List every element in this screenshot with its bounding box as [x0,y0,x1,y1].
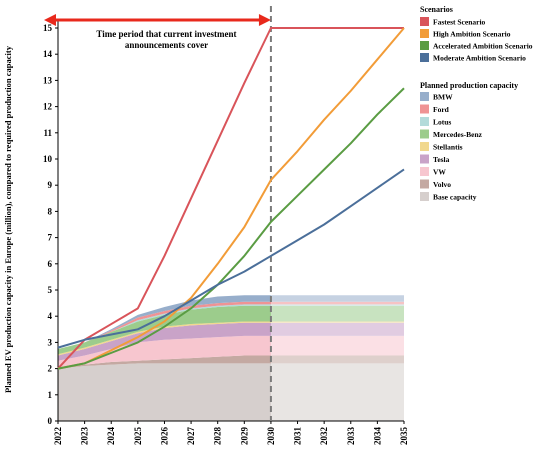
area-mercedes-benz [58,305,404,355]
x-tick-label: 2023 [80,427,90,446]
y-tick-label: 12 [43,102,53,112]
line-moderate-ambition-scenario [57,168,405,349]
y-tick-label: 15 [43,23,53,33]
x-tick-label: 2024 [106,427,116,446]
capacity-legend-swatch [420,154,429,164]
capacity-legend-label: VW [433,168,446,177]
x-tick-label: 2035 [399,427,409,446]
capacity-legend-label: Lotus [433,118,451,127]
annotation-text-line2: announcements cover [125,40,208,50]
x-tick-label: 2028 [213,427,223,446]
capacity-legend-label: Stellantis [433,143,463,152]
annotation-arrow-right-head [258,14,271,26]
capacity-legend-label: BMW [433,93,453,102]
y-tick-label: 11 [43,128,52,138]
scenario-legend-swatch [420,17,429,26]
x-tick-label: 2027 [186,427,196,446]
y-tick-label: 7 [48,233,53,243]
y-tick-label: 2 [48,364,53,374]
scenario-legend-title: Scenarios [420,5,453,14]
x-tick-label: 2022 [53,427,63,446]
x-tick-label: 2033 [346,427,356,446]
area-base-capacity [58,363,404,421]
line-fastest-scenario [57,27,404,370]
scenario-legend-swatch [420,53,429,62]
line-high-ambition-scenario [57,27,405,370]
projection-wash [270,294,404,421]
capacity-areas [58,294,404,421]
area-volvo [58,355,404,369]
scenario-legend-label: High Ambition Scenario [433,30,511,39]
y-tick-label: 1 [48,390,53,400]
y-tick-label: 10 [43,154,53,164]
y-tick-label: 14 [43,49,53,59]
capacity-legend-label: Ford [433,105,450,114]
scenario-lines [57,27,405,370]
capacity-legend-swatch [420,129,429,139]
x-tick-label: 2029 [239,427,249,446]
capacity-legend-swatch [420,104,429,114]
y-tick-label: 8 [48,206,53,216]
capacity-legend-title: Planned production capacity [420,81,518,90]
x-tick-label: 2034 [372,427,382,446]
annotation-arrow-left-head [44,14,56,26]
capacity-legend-swatch [420,92,429,101]
scenario-legend-swatch [420,29,429,38]
capacity-legend-swatch [420,192,429,201]
line-accelerated-ambition-scenario [57,87,405,370]
scenario-legend-swatch [420,41,429,50]
annotation-text-line1: Time period that current investment [96,29,236,39]
y-tick-label: 13 [43,75,53,85]
capacity-legend-label: Mercedes-Benz [433,130,483,139]
x-tick-label: 2032 [319,427,329,446]
y-tick-label: 0 [48,416,53,426]
capacity-legend-label: Tesla [433,155,450,164]
x-tick-label: 2025 [133,427,143,446]
capacity-legend-swatch [420,117,429,126]
y-tick-label: 9 [48,180,53,190]
y-tick-label: 5 [48,285,53,295]
x-tick-label: 2026 [159,427,169,446]
y-tick-label: 6 [48,259,53,269]
y-tick-label: 4 [48,311,53,321]
y-axis-label: Planned EV production capacity in Europe… [3,45,13,393]
x-tick-label: 2031 [293,427,303,446]
legend: Scenarios Fastest Scenario High Ambition S… [420,5,533,202]
capacity-legend-swatch [420,179,429,189]
x-tick-label: 2030 [266,427,276,446]
scenario-legend-label: Moderate Ambition Scenario [433,54,526,63]
capacity-legend-label: Volvo [433,180,451,189]
y-tick-label: 3 [48,337,53,347]
capacity-legend-label: Base capacity [433,193,477,202]
annotation: Time period that current investmentannou… [44,14,271,50]
area-vw [58,335,404,369]
area-bmw [58,295,404,349]
capacity-legend-swatch [420,142,429,151]
scenario-legend-label: Fastest Scenario [433,18,486,27]
scenario-legend-label: Accelerated Ambition Scenario [433,42,533,51]
capacity-legend-swatch [420,167,429,176]
